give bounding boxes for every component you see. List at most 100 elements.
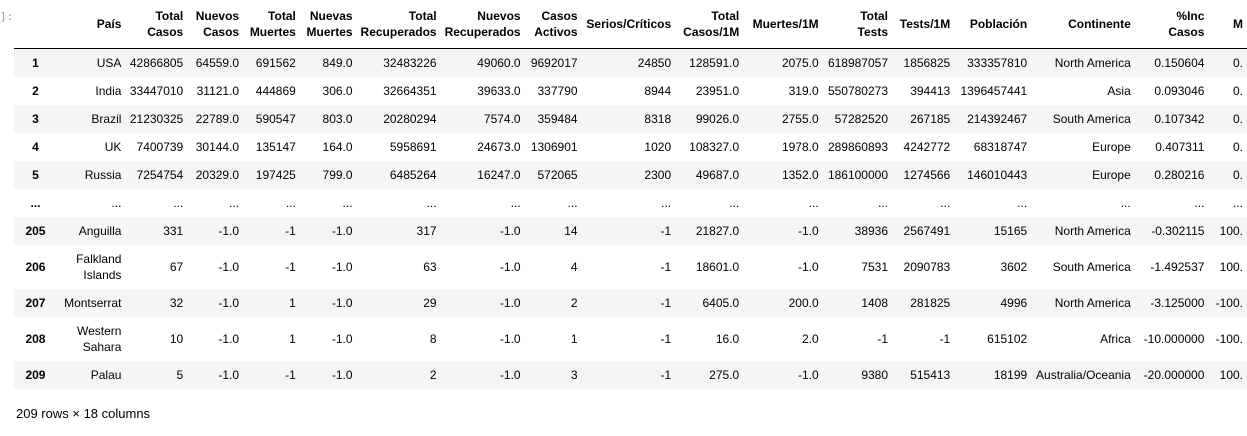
column-header: Nuevos Recuperados	[440, 0, 525, 49]
table-cell: 6485264	[389, 167, 437, 182]
table-cell: 200.0	[788, 295, 819, 310]
table-cell: 7574.0	[483, 111, 521, 126]
table-cell: -1	[660, 331, 672, 346]
table-cell: 799.0	[322, 167, 353, 182]
table-cell: 214392467	[967, 111, 1028, 126]
table-cell: 3602	[1000, 259, 1028, 274]
table-cell: South America	[1052, 111, 1131, 126]
row-index: 2	[32, 83, 39, 98]
row-index: 208	[25, 331, 46, 346]
table-cell: 359484	[537, 111, 578, 126]
table-cell: -0.302115	[1151, 223, 1205, 238]
table-cell: -1.0	[331, 295, 353, 310]
table-cell: 1	[570, 331, 578, 346]
table-cell: -1	[660, 223, 672, 238]
table-cell: 2075.0	[781, 55, 819, 70]
table-cell: 572065	[537, 167, 578, 182]
table-cell: ...	[426, 195, 437, 210]
table-cell: 30144.0	[195, 139, 240, 154]
table-cell: 4242772	[903, 139, 951, 154]
table-cell: 394413	[910, 83, 951, 98]
table-body: 1 USA 42866805 64559.0 691562 849.0 32483226 49…	[14, 48, 1247, 389]
table-cell: 32483226	[383, 55, 437, 70]
table-cell: 0.	[1232, 55, 1243, 70]
table-cell: -3.125000	[1150, 295, 1205, 310]
table-cell: -100.	[1215, 331, 1243, 346]
table-cell: 281825	[910, 295, 951, 310]
table-cell: 1020	[644, 139, 672, 154]
table-cell: -20.000000	[1143, 367, 1205, 382]
table-cell: 8	[429, 331, 437, 346]
table-cell: 39633.0	[477, 83, 521, 98]
table-cell: -1.492537	[1150, 259, 1205, 274]
cell-country: ...	[111, 195, 122, 210]
table-header: País Total Casos Nuevos Casos Total Muertes…	[14, 0, 1247, 49]
table-cell: North America	[1054, 295, 1131, 310]
table-cell: 0.150604	[1154, 55, 1205, 70]
column-header: Nuevas Muertes	[299, 0, 357, 49]
table-cell: 267185	[910, 111, 951, 126]
table-cell: 0.	[1232, 83, 1243, 98]
table-cell: 2	[570, 295, 578, 310]
column-header: Total Casos	[125, 0, 188, 49]
row-index: 4	[32, 139, 39, 154]
table-cell: 2090783	[903, 259, 951, 274]
table-cell: -1	[660, 259, 672, 274]
table-cell: 100.	[1219, 223, 1243, 238]
table-cell: 849.0	[322, 55, 353, 70]
table-cell: 1352.0	[781, 167, 819, 182]
table-cell: 0.	[1232, 167, 1243, 182]
table-cell: 32664351	[383, 83, 437, 98]
table-cell: 515413	[910, 367, 951, 382]
table-cell: 21230325	[129, 111, 184, 126]
table-cell: 7400739	[136, 139, 184, 154]
table-cell: ...	[661, 195, 672, 210]
table-cell: -1	[660, 367, 672, 382]
table-cell: 197425	[255, 167, 296, 182]
column-header: %Inc Casos	[1134, 0, 1209, 49]
table-cell: 1396457441	[960, 83, 1028, 98]
table-cell: 3	[570, 367, 578, 382]
table-row: 2 India 33447010 31121.0 444869 306.0 32664351…	[14, 77, 1247, 105]
table-cell: 803.0	[322, 111, 353, 126]
cell-country: Western Sahara	[76, 323, 122, 354]
column-header-index	[14, 0, 57, 49]
table-cell: 691562	[255, 55, 296, 70]
dataframe-output: País Total Casos Nuevos Casos Total Muertes…	[14, 0, 1247, 398]
header-row: País Total Casos Nuevos Casos Total Muertes…	[14, 0, 1247, 49]
table-cell: 68318747	[973, 139, 1028, 154]
column-header: Total Recuperados	[356, 0, 441, 49]
table-cell: 2300	[644, 167, 672, 182]
table-cell: 64559.0	[195, 55, 240, 70]
table-cell: 5	[176, 367, 184, 382]
table-cell: 337790	[537, 83, 578, 98]
table-cell: -10.000000	[1143, 331, 1205, 346]
cell-prompt-marker: ]:	[0, 10, 14, 23]
table-cell: -1.0	[797, 259, 819, 274]
ellipsis-row: ........................................…	[14, 189, 1247, 217]
table-cell: 135147	[255, 139, 296, 154]
table-cell: 8318	[644, 111, 672, 126]
table-cell: North America	[1054, 55, 1131, 70]
table-cell: 333357810	[967, 55, 1028, 70]
table-cell: 618987057	[827, 55, 889, 70]
table-cell: 63	[423, 259, 437, 274]
table-cell: ...	[1017, 195, 1028, 210]
column-header: Continente	[1031, 0, 1135, 49]
table-cell: 1856825	[903, 55, 951, 70]
table-cell: 8944	[644, 83, 672, 98]
table-cell: 164.0	[322, 139, 353, 154]
column-header: Muertes/1M	[743, 0, 823, 49]
table-cell: 0.	[1232, 111, 1243, 126]
table-cell: Europe	[1092, 139, 1131, 154]
table-cell: 0.407311	[1155, 139, 1205, 154]
row-index: 205	[25, 223, 46, 238]
column-header: Total Muertes	[243, 0, 300, 49]
table-cell: 108327.0	[689, 139, 740, 154]
table-cell: 42866805	[129, 55, 184, 70]
table-cell: North America	[1054, 223, 1131, 238]
table-row: 206 Falkland Islands 67 -1.0 -1 -1.0 63 -1.0 4 -1…	[14, 245, 1247, 289]
table-cell: 444869	[255, 83, 296, 98]
table-cell: ...	[808, 195, 819, 210]
table-cell: 18199	[993, 367, 1028, 382]
